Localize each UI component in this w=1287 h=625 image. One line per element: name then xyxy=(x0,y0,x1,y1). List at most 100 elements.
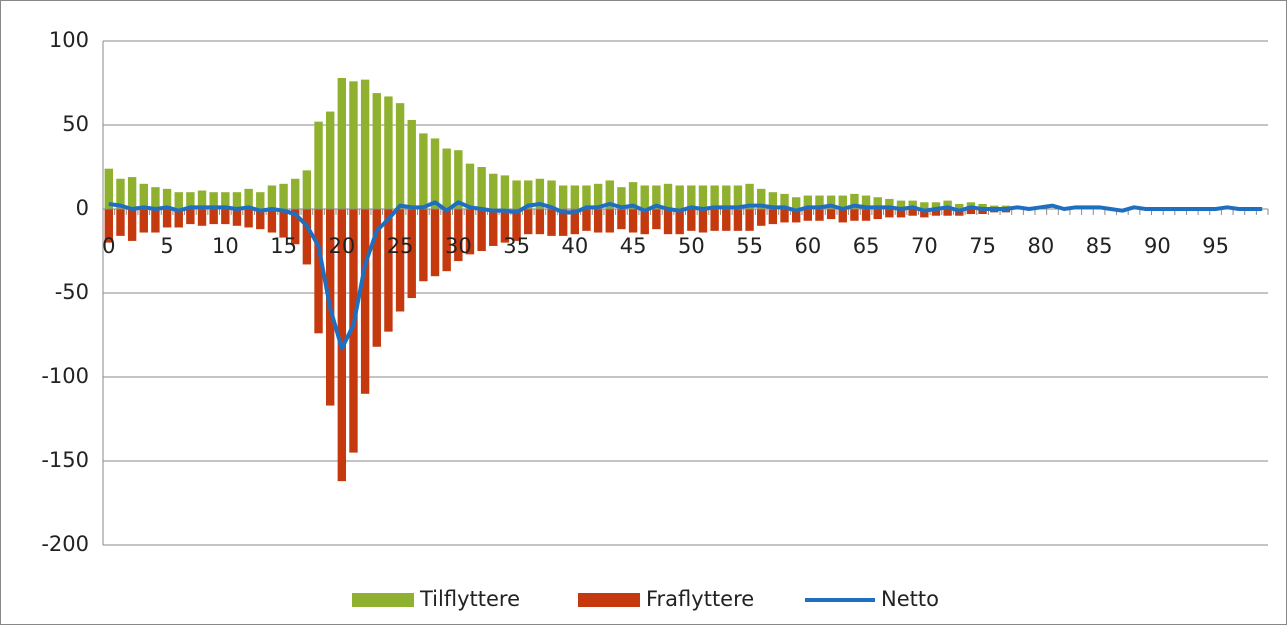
legend-swatch xyxy=(352,593,414,607)
bar xyxy=(885,209,894,218)
x-tick-label: 5 xyxy=(160,234,173,258)
bar xyxy=(151,209,160,233)
bar xyxy=(826,209,836,220)
bar xyxy=(663,183,673,209)
bar xyxy=(757,209,766,226)
bar xyxy=(116,209,125,236)
bar xyxy=(197,209,207,226)
x-tick-label: 75 xyxy=(969,234,996,258)
bar xyxy=(314,121,323,209)
legend-label: Fraflyttere xyxy=(646,587,754,611)
bar xyxy=(593,183,603,209)
bar xyxy=(640,209,649,235)
x-tick-label: 20 xyxy=(328,234,355,258)
bar xyxy=(966,209,976,215)
y-tick-label: -50 xyxy=(55,280,89,304)
bar xyxy=(419,209,428,282)
bar xyxy=(209,209,218,225)
bar xyxy=(710,185,719,209)
bar xyxy=(582,209,591,231)
bar xyxy=(640,185,649,209)
y-tick-label: -200 xyxy=(41,532,89,556)
bar xyxy=(570,185,580,209)
y-tick-label: -100 xyxy=(41,364,89,388)
bar xyxy=(558,209,568,236)
bar xyxy=(465,163,475,209)
bar xyxy=(267,209,277,233)
bar xyxy=(116,178,125,209)
bar xyxy=(570,209,580,235)
x-tick-label: 40 xyxy=(561,234,588,258)
bar xyxy=(489,173,498,209)
bar xyxy=(477,209,486,251)
bar xyxy=(768,192,778,209)
bar xyxy=(232,192,242,209)
bar xyxy=(174,192,183,209)
bar xyxy=(745,183,754,209)
bar xyxy=(547,180,556,209)
bar xyxy=(256,209,265,230)
x-tick-label: 50 xyxy=(678,234,705,258)
bar xyxy=(384,209,393,332)
bar xyxy=(733,185,743,209)
bar xyxy=(803,195,813,209)
bar xyxy=(232,209,242,226)
bar xyxy=(302,170,312,209)
x-tick-label: 30 xyxy=(445,234,472,258)
bar xyxy=(454,150,463,209)
bar xyxy=(267,185,277,209)
bar xyxy=(593,209,603,233)
bar xyxy=(803,209,813,221)
bar xyxy=(314,209,323,334)
bar xyxy=(920,202,929,209)
bar xyxy=(360,79,370,209)
bar xyxy=(978,209,987,215)
bar xyxy=(978,203,987,209)
bar xyxy=(512,180,521,209)
bar xyxy=(757,188,766,209)
bar xyxy=(430,138,440,209)
bar xyxy=(465,209,475,255)
x-tick-label: 45 xyxy=(620,234,647,258)
legend-swatch xyxy=(578,593,640,607)
x-tick-label: 25 xyxy=(387,234,414,258)
bar xyxy=(943,209,952,216)
bar xyxy=(384,96,393,209)
bar xyxy=(850,193,859,209)
bar xyxy=(733,209,743,231)
bar xyxy=(780,209,789,223)
bar xyxy=(908,209,917,216)
bar xyxy=(279,209,288,238)
bar xyxy=(349,209,358,453)
bar xyxy=(558,185,568,209)
bar xyxy=(186,209,195,225)
bar xyxy=(791,209,801,223)
bar xyxy=(628,182,638,209)
bar xyxy=(698,185,708,209)
x-tick-label: 80 xyxy=(1027,234,1054,258)
bar xyxy=(535,178,545,209)
bar xyxy=(104,209,114,243)
bar xyxy=(838,209,847,223)
bar xyxy=(722,209,731,231)
x-tick-label: 65 xyxy=(853,234,880,258)
bar xyxy=(896,200,906,209)
bar xyxy=(372,209,381,347)
bar xyxy=(617,187,626,209)
bar xyxy=(349,81,358,209)
bar xyxy=(920,209,929,218)
bar xyxy=(139,209,148,233)
bar xyxy=(127,177,137,209)
x-tick-label: 35 xyxy=(503,234,530,258)
bar xyxy=(698,209,708,233)
bar xyxy=(850,209,859,221)
bar xyxy=(675,185,684,209)
bar xyxy=(279,183,288,209)
bar xyxy=(861,209,871,221)
bar xyxy=(442,209,451,272)
bar xyxy=(256,192,265,209)
bar xyxy=(873,209,882,220)
bar xyxy=(605,209,614,233)
bar xyxy=(885,198,894,209)
